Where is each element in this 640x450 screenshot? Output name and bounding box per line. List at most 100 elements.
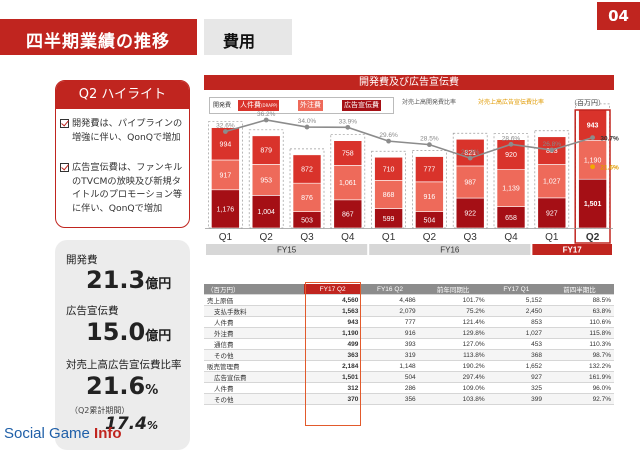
dev-ratio-label: 28.6% xyxy=(502,135,521,142)
dev-ratio-point xyxy=(508,141,514,147)
table-cell: 110.6% xyxy=(545,316,614,329)
table-header-cell: FY17 Q1 xyxy=(487,284,545,296)
table-header-cell: 前四半期比 xyxy=(545,284,614,296)
x-tick-label: Q3 xyxy=(464,232,478,243)
x-tick-label: Q3 xyxy=(300,232,314,243)
table-cell: 393 xyxy=(361,338,419,351)
table-cell: 312 xyxy=(304,382,362,395)
x-tick-label: Q2 xyxy=(586,232,600,243)
table-row-label: 外注費 xyxy=(204,327,304,340)
ad-ratio-label: 対売上高広告宣伝費比率 xyxy=(66,359,182,371)
table-cell: 1,501 xyxy=(304,371,362,384)
bar-labor xyxy=(537,136,567,165)
x-tick-label: Q4 xyxy=(504,232,518,243)
dev-ratio-point xyxy=(223,129,228,134)
bar-value-label: 710 xyxy=(383,166,395,173)
table-cell: 356 xyxy=(361,393,419,406)
x-tick-label: Q1 xyxy=(382,232,396,243)
page-subtitle: 費用 xyxy=(223,32,256,51)
bar-outsource xyxy=(496,169,526,207)
table-cell: 1,027 xyxy=(487,327,545,340)
bar-value-label: 1,501 xyxy=(584,201,602,208)
x-tick-label: Q1 xyxy=(545,232,559,243)
chart-unit-label: （百万円） xyxy=(570,99,605,107)
dev-ratio-point xyxy=(263,117,269,123)
bar-outsource xyxy=(292,182,322,212)
bar-value-label: 917 xyxy=(220,172,232,179)
bar-value-label: 868 xyxy=(383,192,395,199)
table-cell: 1,563 xyxy=(304,305,362,318)
table-cell: 88.5% xyxy=(545,294,614,307)
dev-cost-value: 21.3億円 xyxy=(86,266,172,294)
legend-dev-label: 開発費 xyxy=(213,102,232,109)
bar-labor xyxy=(251,135,281,165)
highlight-item: 広告宣伝費は、ファンキルのTVCMの放映及び新規タイトルのプロモーション等に伴い… xyxy=(60,161,188,215)
bar-ad xyxy=(211,189,240,229)
highlight-item: 開発費は、パイプラインの増強に伴い、QonQで増加 xyxy=(60,117,188,144)
bar-value-label: 599 xyxy=(383,216,395,223)
table-cell: 853 xyxy=(487,316,545,329)
table-cell: 132.2% xyxy=(545,360,614,373)
dev-ratio-point xyxy=(467,155,473,161)
fiscal-year-label: FY15 xyxy=(277,246,297,255)
table-cell: 499 xyxy=(304,338,362,351)
table-cell: 1,652 xyxy=(487,360,545,373)
table-cell: 2,184 xyxy=(304,360,362,373)
bar-group-frame xyxy=(371,150,406,229)
cost-table: （百万円） FY17 Q2 FY16 Q2 前年同期比 FY17 Q1 前四半期比 売上原… xyxy=(204,284,614,406)
fiscal-year-band xyxy=(206,244,368,255)
fiscal-year-label: FY16 xyxy=(440,246,460,255)
table-cell: 943 xyxy=(304,316,362,329)
table-cell: 92.7% xyxy=(545,393,614,406)
table-cell: 161.9% xyxy=(545,371,614,384)
fiscal-year-band xyxy=(369,244,531,255)
table-cell: 363 xyxy=(304,349,362,362)
table-cell: 101.7% xyxy=(418,294,488,307)
dev-ratio-point xyxy=(345,124,351,130)
ad-cost-value: 15.0億円 xyxy=(86,318,172,346)
bar-value-label: 927 xyxy=(546,210,558,217)
table-cell: 115.8% xyxy=(545,327,614,340)
bar-value-label: 504 xyxy=(424,217,436,224)
bar-outsource xyxy=(374,180,403,209)
bar-value-label: 920 xyxy=(505,152,517,159)
table-cell: 129.8% xyxy=(418,327,488,340)
bar-value-label: 777 xyxy=(424,167,436,174)
table-cell: 399 xyxy=(487,393,545,406)
bar-value-label: 821 xyxy=(464,150,476,157)
table-cell: 2,079 xyxy=(361,305,419,318)
chart-legend: 開発費 人件費(DRAPP) 外注費 広告宣伝費 xyxy=(209,97,394,114)
table-row: 人件費 943 777 121.4% 853 110.6% xyxy=(204,316,614,329)
chart-title: 開発費及び広告宣伝費 xyxy=(204,75,614,90)
table-row: その他 363 319 113.8% 368 98.7% xyxy=(204,349,614,362)
x-tick-label: Q2 xyxy=(260,232,274,243)
highlight-panel: Q2 ハイライト 開発費は、パイプラインの増強に伴い、QonQで増加 広告宣伝費… xyxy=(55,80,190,228)
table-cell: 109.0% xyxy=(418,382,488,395)
dev-ratio-point xyxy=(590,135,595,141)
legend-labor: 人件費(DRAPP) xyxy=(238,100,280,111)
table-row: 広告宣伝費 1,501 504 297.4% 927 161.9% xyxy=(204,371,614,384)
bar-outsource xyxy=(578,140,607,180)
bar-group-frame xyxy=(289,148,325,229)
bar-value-label: 994 xyxy=(220,141,232,148)
table-cell: 4,486 xyxy=(361,294,419,307)
table-row: その他 370 356 103.8% 399 92.7% xyxy=(204,393,614,406)
table-header-cell: FY16 Q2 xyxy=(361,284,419,296)
table-row-label: 売上原価 xyxy=(204,294,304,307)
dev-ratio-line xyxy=(225,119,593,159)
bar-value-label: 987 xyxy=(464,179,476,186)
dev-cost-label: 開発費 xyxy=(66,254,98,266)
table-cell: 319 xyxy=(361,349,419,362)
bar-value-label: 1,139 xyxy=(502,186,520,193)
table-cell: 190.2% xyxy=(418,360,488,373)
x-tick-label: Q4 xyxy=(341,232,355,243)
table-row: 売上原価 4,560 4,486 101.7% 5,152 88.5% xyxy=(204,294,614,307)
table-header-row: （百万円） FY17 Q2 FY16 Q2 前年同期比 FY17 Q1 前四半期比 xyxy=(204,284,614,296)
table-row: 外注費 1,190 916 129.8% 1,027 115.8% xyxy=(204,327,614,340)
checkbox-icon xyxy=(60,163,69,172)
bar-ad xyxy=(537,197,567,229)
dev-ratio-label: 29.6% xyxy=(379,132,398,139)
ad-ratio-label: 21.6% xyxy=(600,165,619,172)
table-cell: 927 xyxy=(487,371,545,384)
